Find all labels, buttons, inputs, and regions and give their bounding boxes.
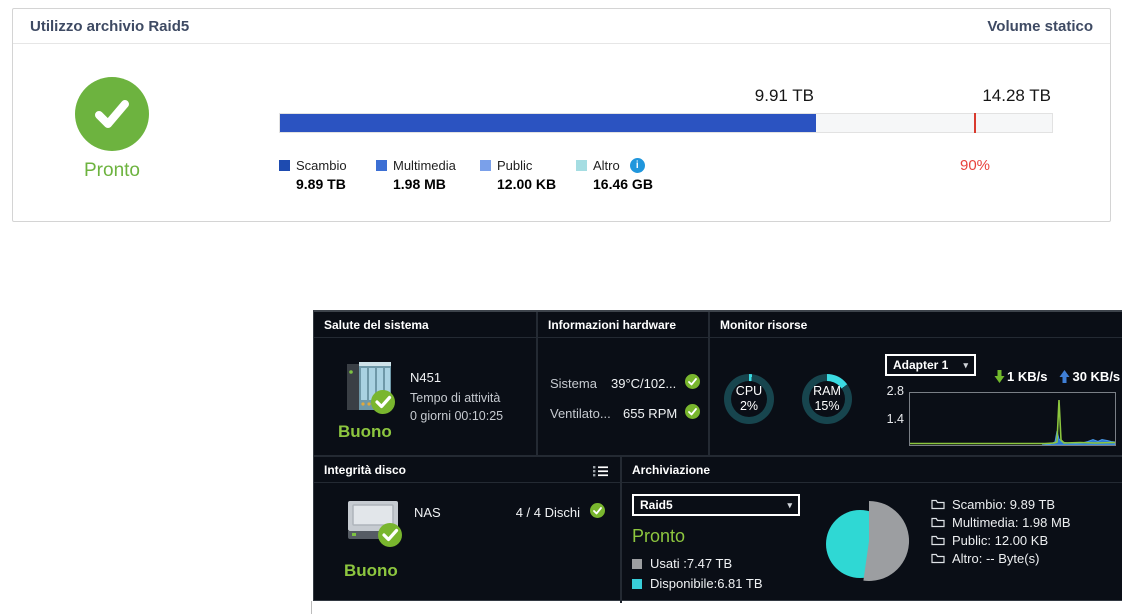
adapter-selected-value: Adapter 1 [893,358,949,372]
storage-overview-title: Archiviazione [622,457,1122,483]
disk-count: 4 / 4 Dischi [515,505,580,520]
public-color-swatch [480,160,491,171]
disk-health-panel: Integrità disco NAS 4 / 4 Dischi Buono [314,457,622,603]
capacity-bar [279,113,1053,133]
cpu-gauge: CPU 2% [724,374,774,424]
network-chart-series [910,399,1116,446]
folder-icon [931,535,945,546]
ram-label: RAM [813,384,841,398]
hw-ok-check-icon [685,404,700,419]
legend-value: 9.89 TB [296,176,346,192]
disk-ok-check-icon [590,503,605,518]
legend-value: 16.46 GB [593,176,653,192]
resource-monitor-panel: Monitor risorse CPU 2% RAM 15% Adapter 1… [710,312,1122,457]
folder-row: Scambio: 9.89 TB [931,495,1071,513]
legend-label: Scambio [296,158,347,173]
status-ok-icon [75,77,149,151]
check-icon [95,100,129,128]
network-rates: 1 KB/s 30 KB/s [994,369,1120,384]
network-traffic-chart [909,392,1116,446]
folder-row: Altro: -- Byte(s) [931,549,1071,567]
storage-overview-panel: Archiviazione Raid5 ▾ Pronto Usati :7.47… [622,457,1122,603]
legend-item-multimedia: Multimedia 1.98 MB [376,158,456,192]
threshold-marker [974,113,977,133]
legend-item-public: Public 12.00 KB [480,158,556,192]
system-health-status: Buono [338,422,392,441]
net-axis-mid: 1.4 [886,412,904,426]
folder-icon [931,517,945,528]
chevron-down-icon: ▾ [963,359,968,370]
nas-device-icon [347,362,395,414]
cpu-label: CPU [735,384,763,398]
total-capacity-label: 14.28 TB [982,86,1051,105]
uptime-value: 0 giorni 00:10:25 [410,409,504,423]
hw-row-label: Sistema [550,376,597,391]
download-rate: 1 KB/s [994,369,1047,384]
volume-status-label: Pronto [84,160,140,181]
hardware-info-panel: Informazioni hardware Sistema 39°C/102..… [538,312,710,457]
disk-host-name: NAS [414,505,441,520]
legend-label: Public [497,158,533,173]
hw-ok-check-icon [685,374,700,389]
legend-item-scambio: Scambio 9.89 TB [279,158,347,192]
hardware-info-title: Informazioni hardware [538,312,708,338]
folder-row: Public: 12.00 KB [931,531,1071,549]
download-arrow-icon [994,370,1005,383]
legend-label: Multimedia [393,158,456,173]
list-view-icon[interactable] [593,465,608,477]
uptime-label: Tempo di attività [410,391,501,405]
hw-row-label: Ventilato... [550,406,611,421]
legend-value: 12.00 KB [497,176,557,192]
hw-row-value: 655 RPM [623,406,678,421]
folder-row: Multimedia: 1.98 MB [931,513,1071,531]
storage-panel-header: Utilizzo archivio Raid5 Volume statico [13,9,1110,44]
capacity-bar-fill [280,114,816,132]
scambio-color-swatch [279,160,290,171]
ram-value: 15% [814,399,840,413]
storage-usage-panel: Utilizzo archivio Raid5 Volume statico P… [12,8,1111,222]
disk-status: Buono [344,561,398,580]
altro-color-swatch [576,160,587,171]
threshold-percent-label: 90% [959,157,991,174]
net-axis-top: 2.8 [886,384,904,398]
used-capacity-label: 9.91 TB [754,86,814,105]
multimedia-color-swatch [376,160,387,171]
free-color-swatch [632,578,642,589]
folder-usage-list: Scambio: 9.89 TB Multimedia: 1.98 MB Pub… [931,495,1071,567]
cpu-value: 2% [739,399,759,413]
upload-arrow-icon [1059,370,1070,383]
volume-status: Pronto [632,526,686,546]
disk-health-title: Integrità disco [314,457,620,483]
legend-item-altro: Altro i 16.46 GB [576,158,653,192]
used-color-swatch [632,558,642,569]
window-edge-line [311,601,312,614]
folder-icon [931,553,945,564]
used-legend: Usati :7.47 TB [632,556,732,571]
resource-monitor-title: Monitor risorse [710,312,1122,338]
volume-type-label: Volume statico [987,17,1093,35]
panel-title: Utilizzo archivio Raid5 [30,17,190,35]
free-legend: Disponibile:6.81 TB [632,576,763,591]
system-health-title: Salute del sistema [314,312,536,338]
adapter-select[interactable]: Adapter 1 ▾ [885,354,976,376]
ram-gauge: RAM 15% [802,374,852,424]
device-model: N451 [410,370,442,385]
capacity-pie-chart [826,500,910,581]
legend-label: Altro [593,158,620,173]
volume-selected-value: Raid5 [640,498,673,512]
info-icon[interactable]: i [629,158,645,173]
upload-rate: 30 KB/s [1059,369,1120,384]
folder-icon [931,499,945,510]
hw-row-value: 39°C/102... [611,376,677,391]
legend-value: 1.98 MB [393,176,446,192]
system-dashboard: Salute del sistema N451 Tempo di attivit… [313,310,1122,603]
system-health-panel: Salute del sistema N451 Tempo di attivit… [314,312,538,457]
volume-select[interactable]: Raid5 ▾ [632,494,800,516]
disk-drive-icon [348,501,402,547]
chevron-down-icon: ▾ [787,499,792,510]
